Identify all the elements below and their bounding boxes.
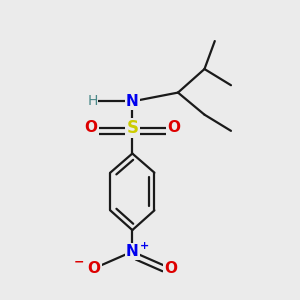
Text: N: N: [126, 244, 139, 259]
Text: +: +: [140, 241, 149, 251]
Text: O: O: [167, 120, 180, 135]
Text: −: −: [74, 255, 85, 268]
Text: O: O: [85, 120, 98, 135]
Text: N: N: [126, 94, 139, 109]
Text: S: S: [126, 119, 138, 137]
Text: O: O: [164, 261, 177, 276]
Text: H: H: [87, 94, 98, 108]
Text: O: O: [88, 261, 100, 276]
